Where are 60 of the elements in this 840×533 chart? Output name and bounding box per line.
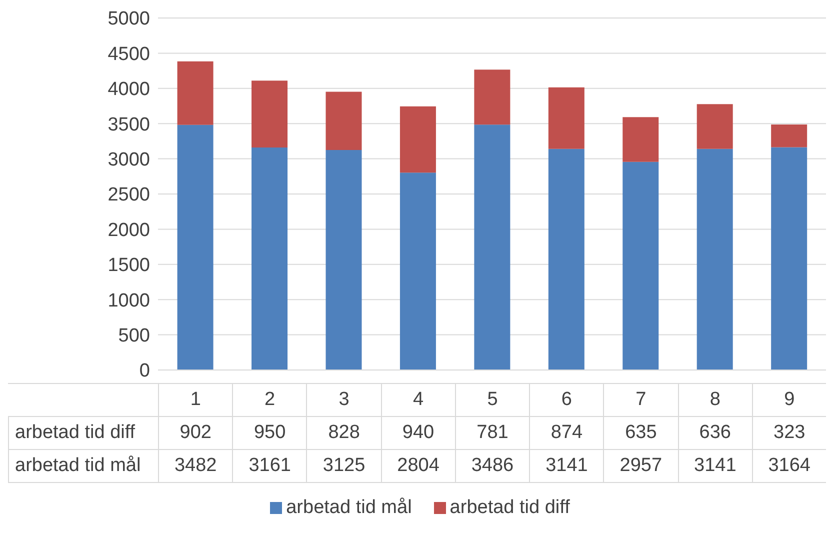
data-label: 3486 [454, 450, 530, 482]
data-label: 874 [529, 417, 604, 449]
bar [252, 80, 288, 148]
legend-label: arbetad tid diff [450, 497, 570, 519]
data-label: 902 [158, 417, 232, 449]
bar [177, 61, 214, 125]
data-label: 950 [232, 417, 306, 449]
x-tick-label: 9 [752, 384, 826, 416]
data-label: 636 [678, 417, 752, 449]
y-tick-label: 0 [139, 360, 150, 382]
y-tick-label: 3000 [108, 150, 150, 171]
data-label: 2804 [380, 450, 455, 482]
bar [474, 70, 510, 125]
bar [252, 147, 288, 370]
bar [548, 87, 584, 149]
x-tick-label: 6 [529, 384, 604, 416]
y-tick-label: 1500 [108, 255, 150, 276]
bar [771, 124, 808, 148]
y-tick-label: 3500 [108, 114, 150, 136]
bar [474, 124, 510, 370]
data-label: 3482 [158, 450, 232, 482]
y-tick-label: 2000 [108, 220, 150, 241]
bar [696, 148, 733, 370]
y-tick-label: 500 [118, 326, 150, 347]
bar [177, 124, 214, 370]
legend-label: arbetad tid mål [286, 497, 412, 519]
data-label: 828 [306, 417, 381, 449]
bar [771, 147, 808, 370]
data-label: 2957 [603, 450, 678, 482]
x-tick-label: 7 [603, 384, 678, 416]
bar [326, 92, 362, 150]
text: arbetad tid mål [15, 455, 141, 476]
bar [622, 117, 659, 162]
x-tick-label: 8 [678, 384, 752, 416]
x-tick-label: 3 [306, 384, 381, 416]
data-label: 3141 [529, 450, 604, 482]
data-label: 3141 [678, 450, 752, 482]
bar [326, 150, 362, 370]
data-label: 323 [752, 417, 826, 449]
bar [400, 106, 436, 173]
bar [400, 172, 436, 370]
x-tick-label: 2 [232, 384, 306, 416]
data-label: 3161 [232, 450, 306, 482]
y-tick-label: 1000 [108, 290, 150, 312]
y-tick-label: 4000 [108, 79, 150, 100]
y-tick-label: 5000 [108, 8, 150, 30]
bar [622, 162, 659, 370]
data-label: 3164 [752, 450, 826, 482]
y-tick-label: 4500 [108, 44, 150, 65]
y-tick-label: 2500 [108, 184, 150, 206]
data-label: 635 [603, 417, 678, 449]
data-label: 781 [454, 417, 530, 449]
x-tick-label: 4 [380, 384, 455, 416]
text: arbetad tid diff [15, 422, 136, 443]
data-label: 940 [380, 417, 455, 449]
bar [696, 104, 733, 149]
data-label: 3125 [306, 450, 381, 482]
x-tick-label: 1 [158, 384, 232, 416]
x-tick-label: 5 [454, 384, 530, 416]
bar [548, 148, 584, 370]
